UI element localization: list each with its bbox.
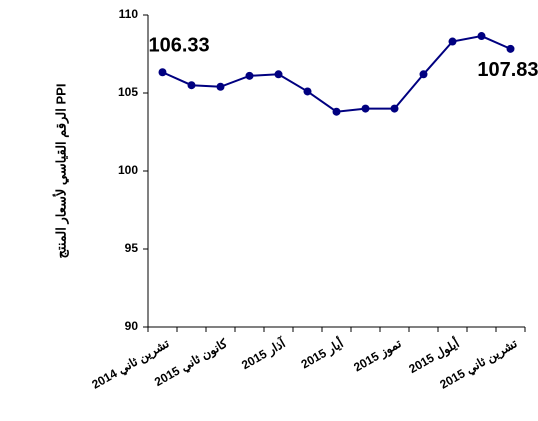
y-tick-label: 95 xyxy=(125,241,139,255)
data-label: 106.33 xyxy=(149,35,210,57)
data-label: 107.83 xyxy=(477,59,538,81)
point xyxy=(390,104,399,113)
point xyxy=(245,71,254,80)
y-tick-label: 110 xyxy=(119,7,139,21)
point xyxy=(332,107,341,116)
x-tick-label: آذار 2015 xyxy=(238,334,289,373)
point xyxy=(477,32,486,41)
point xyxy=(419,70,428,79)
point xyxy=(187,81,196,90)
point xyxy=(361,104,370,113)
y-axis-label: الرقم القياسي لأسعار المنتج PPI xyxy=(52,84,69,259)
point xyxy=(158,68,167,77)
point xyxy=(216,82,225,91)
point xyxy=(274,70,283,79)
point xyxy=(303,87,312,96)
x-tick-label: تموز 2015 xyxy=(351,336,404,375)
x-tick-label: أيار 2015 xyxy=(298,335,346,372)
y-tick-label: 100 xyxy=(118,163,138,177)
y-tick-label: 105 xyxy=(118,85,138,99)
y-tick-label: 90 xyxy=(125,319,139,333)
point xyxy=(448,37,457,46)
point xyxy=(506,44,515,53)
line xyxy=(162,35,511,113)
